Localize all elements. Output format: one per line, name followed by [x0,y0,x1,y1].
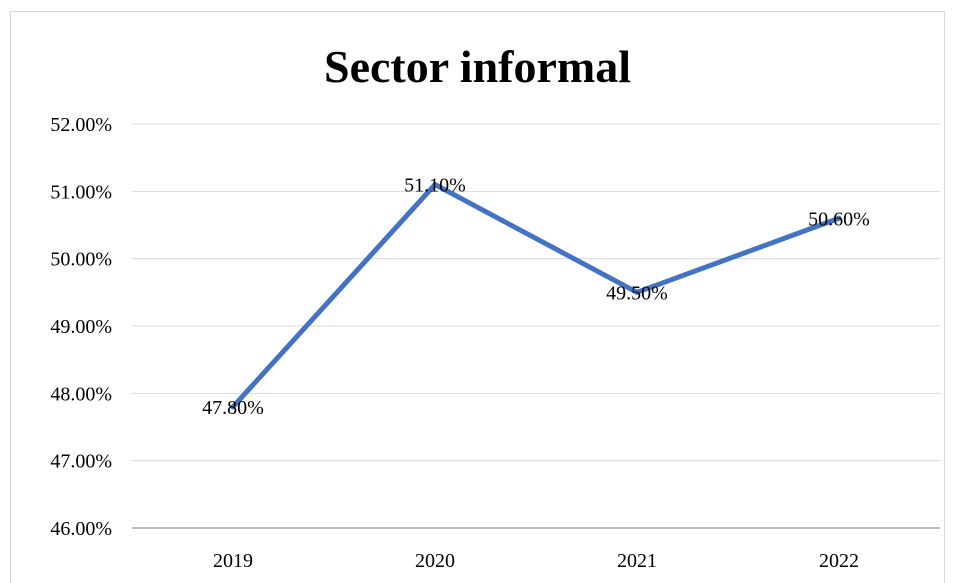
series-line [230,182,842,410]
data-point [230,404,236,410]
x-tick-label: 2022 [819,550,859,572]
y-tick-label: 51.00% [50,181,112,203]
chart-frame [10,11,945,583]
gridlines [132,123,940,462]
x-tick-label: 2021 [617,550,657,572]
y-tick-label: 50.00% [50,249,112,271]
chart-title: Sector informal [323,41,632,92]
data-label: 51.10% [404,175,466,197]
y-tick-label: 48.00% [50,383,112,405]
y-tick-label: 47.00% [50,451,112,473]
data-point [836,215,842,221]
data-label: 49.50% [606,282,668,304]
y-tick-label: 49.00% [50,316,112,338]
y-axis: 46.00% 47.00% 48.00% 49.00% 50.00% 51.00% 52.0… [50,114,112,540]
data-label: 47.80% [202,397,264,419]
x-axis: 2019 2020 2021 2022 [132,527,940,572]
y-tick-label: 52.00% [50,114,112,136]
data-point [432,182,438,188]
data-point [634,289,640,295]
y-tick-label: 46.00% [50,518,112,540]
data-labels: 47.80% 51.10% 49.50% 50.60% [202,175,870,419]
data-label: 50.60% [808,208,870,230]
x-tick-label: 2020 [415,550,455,572]
x-tick-label: 2019 [213,550,253,572]
series-layer [230,182,842,410]
